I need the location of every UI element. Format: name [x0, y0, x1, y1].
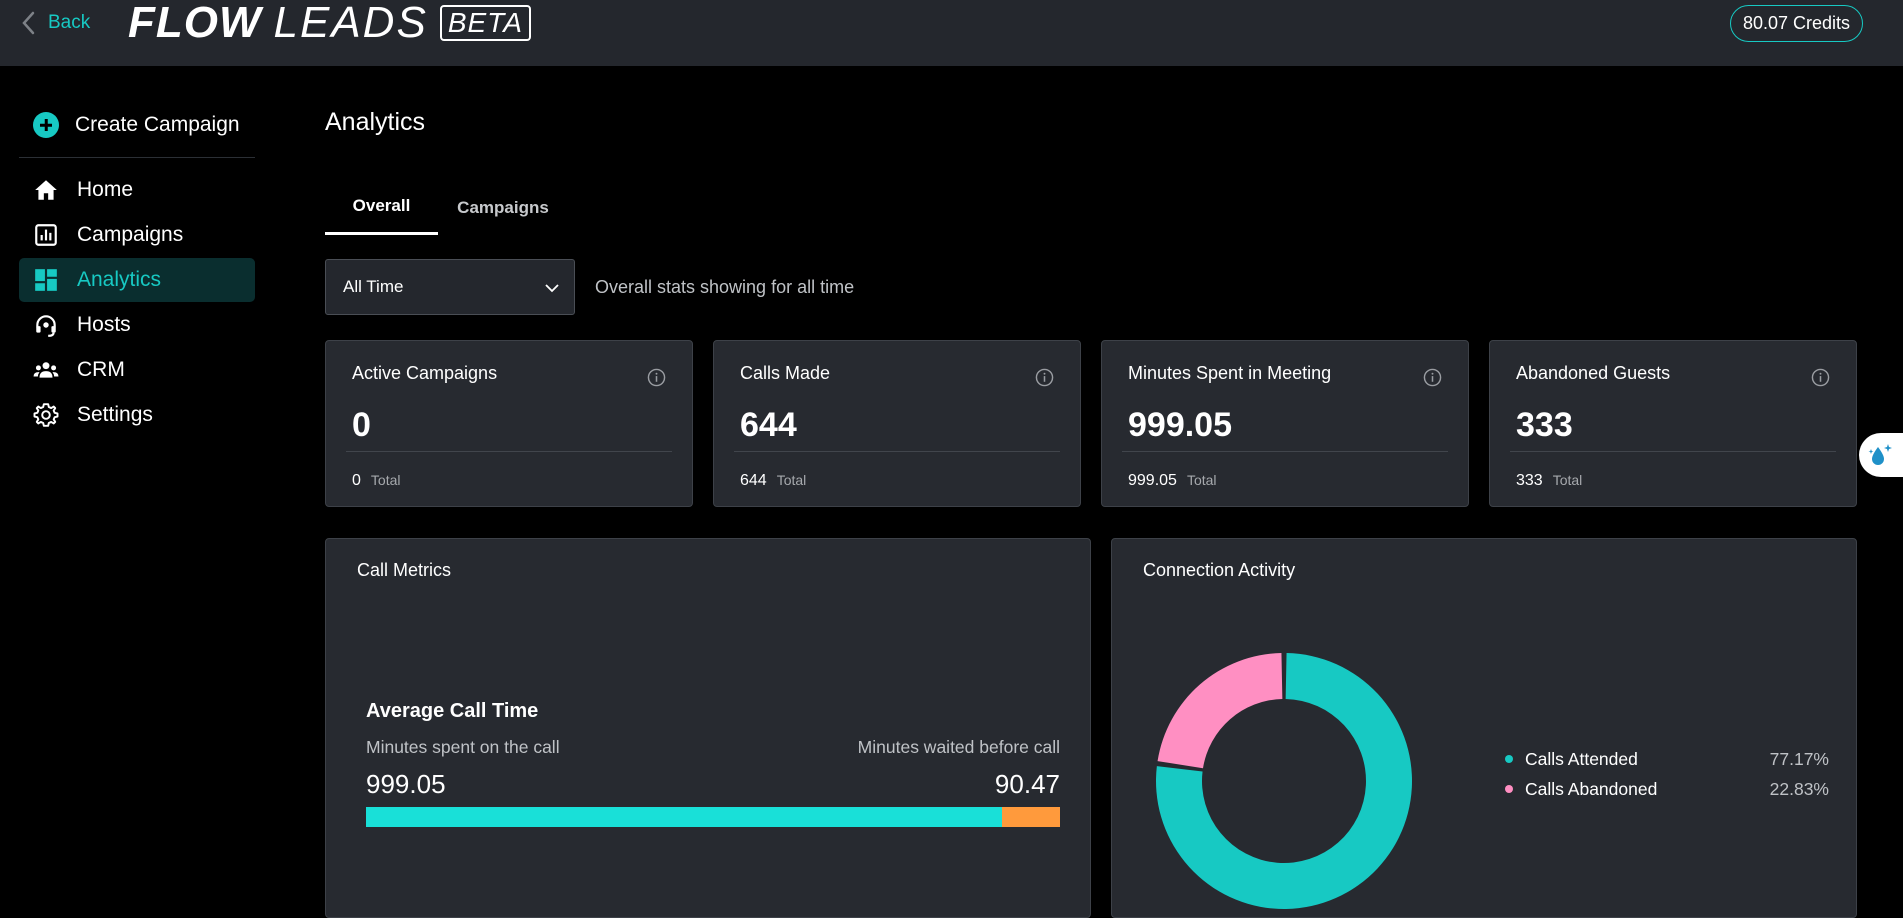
tab-campaigns[interactable]: Campaigns — [457, 197, 549, 217]
on-call-label: Minutes spent on the call — [366, 737, 560, 757]
sidebar-divider — [19, 157, 255, 158]
stat-card-minutes-in-meeting: Minutes Spent in Meeting 999.05 999.05 T… — [1101, 340, 1469, 507]
stat-total-value: 999.05 — [1128, 472, 1177, 489]
sidebar: Create Campaign Home Campaigns Analytics… — [19, 100, 255, 438]
logo-flow-text: FLOW — [128, 0, 262, 47]
people-icon — [33, 362, 59, 378]
sidebar-item-label: Campaigns — [77, 223, 184, 246]
info-icon[interactable] — [647, 368, 666, 387]
stat-total-value: 0 — [352, 472, 361, 489]
stat-card-total: 333 Total — [1516, 472, 1582, 490]
legend-dot — [1505, 785, 1513, 793]
sidebar-item-campaigns[interactable]: Campaigns — [19, 213, 255, 257]
panel-title: Connection Activity — [1143, 560, 1296, 580]
info-icon[interactable] — [1035, 368, 1054, 387]
call-time-bar — [366, 807, 1060, 827]
stat-card-value: 0 — [352, 406, 371, 444]
logo-leads-text: LEADS — [273, 0, 428, 47]
call-time-bar-segment — [366, 807, 1003, 827]
sidebar-item-hosts[interactable]: Hosts — [19, 303, 255, 347]
divider — [346, 451, 672, 452]
stat-total-label: Total — [1186, 472, 1217, 488]
legend-label: Calls Abandoned — [1525, 778, 1658, 799]
chart-icon — [35, 224, 57, 246]
stat-card-title: Active Campaigns — [352, 363, 498, 383]
gear-icon — [33, 403, 59, 427]
back-label: Back — [48, 12, 91, 33]
stat-card-active-campaigns: Active Campaigns 0 0 Total — [325, 340, 693, 507]
divider — [734, 451, 1060, 452]
stat-card-value: 644 — [740, 406, 797, 444]
sidebar-item-home[interactable]: Home — [19, 168, 255, 212]
sidebar-item-label: Settings — [77, 403, 153, 426]
create-campaign-label: Create Campaign — [75, 113, 240, 136]
logo: FLOW LEADS BETA — [128, 0, 531, 47]
waited-value: 90.47 — [994, 769, 1060, 799]
stat-card-title: Abandoned Guests — [1516, 363, 1671, 383]
wait-time-bar-segment — [1002, 807, 1060, 827]
stat-card-title: Minutes Spent in Meeting — [1128, 363, 1332, 383]
logo-beta-badge: BETA — [439, 5, 531, 41]
waited-label: Minutes waited before call — [857, 737, 1060, 757]
divider — [1510, 451, 1836, 452]
floating-assistant-button[interactable] — [1859, 433, 1903, 477]
top-bar: Back FLOW LEADS BETA 80.07 Credits — [0, 0, 1903, 66]
divider — [1122, 451, 1448, 452]
sparkle-drop-icon — [1868, 444, 1892, 465]
legend-percent: 77.17% — [1769, 748, 1829, 769]
sidebar-item-crm[interactable]: CRM — [19, 348, 255, 392]
donut-slice-abandoned — [1157, 653, 1283, 769]
sidebar-item-analytics[interactable]: Analytics — [19, 258, 255, 302]
stat-card-title: Calls Made — [740, 363, 831, 383]
back-button[interactable]: Back — [20, 8, 90, 38]
headset-icon — [36, 315, 56, 337]
create-campaign-button[interactable]: Create Campaign — [19, 100, 255, 150]
info-icon[interactable] — [1811, 368, 1830, 387]
sidebar-item-label: Home — [77, 178, 134, 201]
chevron-left-icon — [22, 11, 35, 35]
stat-card-abandoned-guests: Abandoned Guests 333 333 Total — [1489, 340, 1857, 507]
home-icon — [35, 180, 57, 200]
sidebar-item-label: Analytics — [77, 268, 162, 291]
stat-total-label: Total — [1552, 472, 1583, 488]
connection-activity-panel: Connection Activity Calls Attended 77.17… — [1111, 538, 1857, 918]
stat-card-total: 999.05 Total — [1128, 472, 1217, 490]
legend-label: Calls Attended — [1525, 748, 1638, 769]
plus-circle-icon — [33, 112, 59, 138]
sidebar-item-label: CRM — [77, 358, 125, 381]
info-icon[interactable] — [1423, 368, 1442, 387]
stat-card-value: 999.05 — [1128, 406, 1232, 444]
legend-percent: 22.83% — [1769, 778, 1829, 799]
legend-item-attended: Calls Attended 77.17% — [1505, 744, 1829, 774]
stat-card-calls-made: Calls Made 644 644 Total — [713, 340, 1081, 507]
stat-total-value: 644 — [740, 472, 767, 489]
tab-bar: Overall Campaigns — [325, 180, 568, 235]
credits-badge[interactable]: 80.07 Credits — [1729, 5, 1863, 42]
on-call-value: 999.05 — [366, 769, 446, 799]
connection-donut-chart — [1156, 653, 1412, 909]
average-call-time-heading: Average Call Time — [366, 700, 539, 722]
time-range-value: All Time — [343, 277, 404, 296]
filter-note: Overall stats showing for all time — [595, 277, 855, 297]
time-range-select[interactable]: All Time — [325, 259, 575, 315]
dashboard-icon — [35, 269, 57, 291]
stat-total-value: 333 — [1516, 472, 1543, 489]
panel-title: Call Metrics — [357, 560, 452, 580]
stat-total-label: Total — [370, 472, 401, 488]
tab-overall[interactable]: Overall — [325, 180, 438, 235]
legend-item-abandoned: Calls Abandoned 22.83% — [1505, 774, 1829, 804]
sidebar-item-label: Hosts — [77, 313, 131, 336]
chevron-down-icon — [545, 284, 559, 293]
stat-total-label: Total — [776, 472, 807, 488]
donut-slice-attended — [1156, 653, 1412, 909]
stat-card-total: 0 Total — [352, 472, 400, 490]
sidebar-item-settings[interactable]: Settings — [19, 393, 255, 437]
stat-card-total: 644 Total — [740, 472, 806, 490]
page-title: Analytics — [325, 108, 426, 136]
donut-legend: Calls Attended 77.17% Calls Abandoned 22… — [1505, 744, 1829, 804]
call-metrics-panel: Call Metrics Average Call Time Minutes s… — [325, 538, 1091, 918]
stat-card-value: 333 — [1516, 406, 1573, 444]
legend-dot — [1505, 755, 1513, 763]
